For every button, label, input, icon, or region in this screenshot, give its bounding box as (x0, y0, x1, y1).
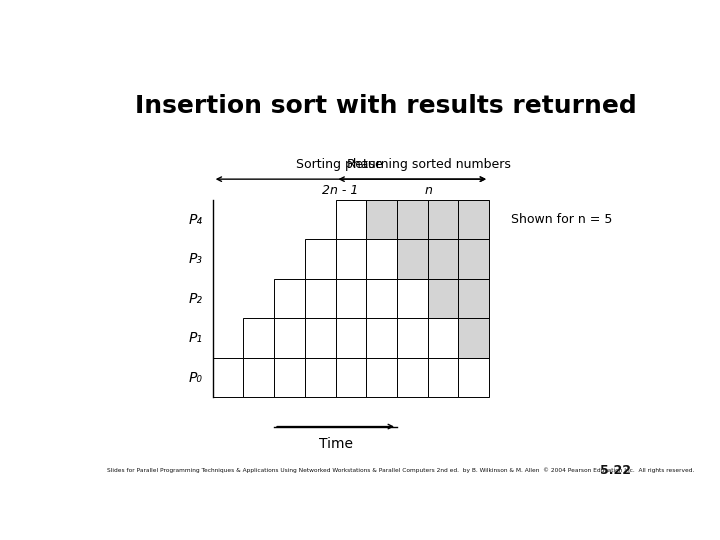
Bar (305, 319, 336, 358)
Bar (336, 358, 366, 397)
Bar (428, 200, 458, 239)
Text: P₁: P₁ (189, 331, 203, 345)
Bar (397, 200, 428, 239)
Bar (336, 279, 366, 319)
Bar (274, 319, 305, 358)
Text: P₀: P₀ (189, 370, 203, 384)
Bar (305, 358, 336, 397)
Bar (305, 279, 336, 319)
Text: Shown for n = 5: Shown for n = 5 (511, 213, 613, 226)
Text: P₂: P₂ (189, 292, 203, 306)
Bar (336, 200, 366, 239)
Bar (366, 239, 397, 279)
Bar (274, 279, 305, 319)
Bar (366, 319, 397, 358)
Bar (459, 279, 489, 319)
Text: 2n - 1: 2n - 1 (322, 184, 358, 197)
Text: Returning sorted numbers: Returning sorted numbers (347, 158, 511, 171)
Bar (305, 239, 336, 279)
Bar (397, 279, 428, 319)
Bar (459, 319, 489, 358)
Bar (397, 239, 428, 279)
Text: Insertion sort with results returned: Insertion sort with results returned (135, 94, 636, 118)
Bar (243, 358, 274, 397)
Bar (428, 319, 458, 358)
Bar (213, 358, 243, 397)
Bar (336, 319, 366, 358)
Bar (274, 358, 305, 397)
Text: P₄: P₄ (189, 213, 203, 227)
Text: Sorting phase: Sorting phase (297, 158, 383, 171)
Bar (428, 239, 458, 279)
Text: Slides for Parallel Programming Techniques & Applications Using Networked Workst: Slides for Parallel Programming Techniqu… (107, 468, 694, 473)
Bar (397, 358, 428, 397)
Text: P₃: P₃ (189, 252, 203, 266)
Bar (428, 279, 458, 319)
Bar (459, 239, 489, 279)
Bar (397, 319, 428, 358)
Text: 5.22: 5.22 (600, 464, 631, 477)
Bar (336, 239, 366, 279)
Bar (366, 358, 397, 397)
Text: n: n (425, 184, 433, 197)
Bar (459, 358, 489, 397)
Bar (243, 319, 274, 358)
Bar (459, 200, 489, 239)
Bar (366, 200, 397, 239)
Bar (366, 279, 397, 319)
Text: Time: Time (318, 437, 353, 451)
Bar (428, 358, 458, 397)
